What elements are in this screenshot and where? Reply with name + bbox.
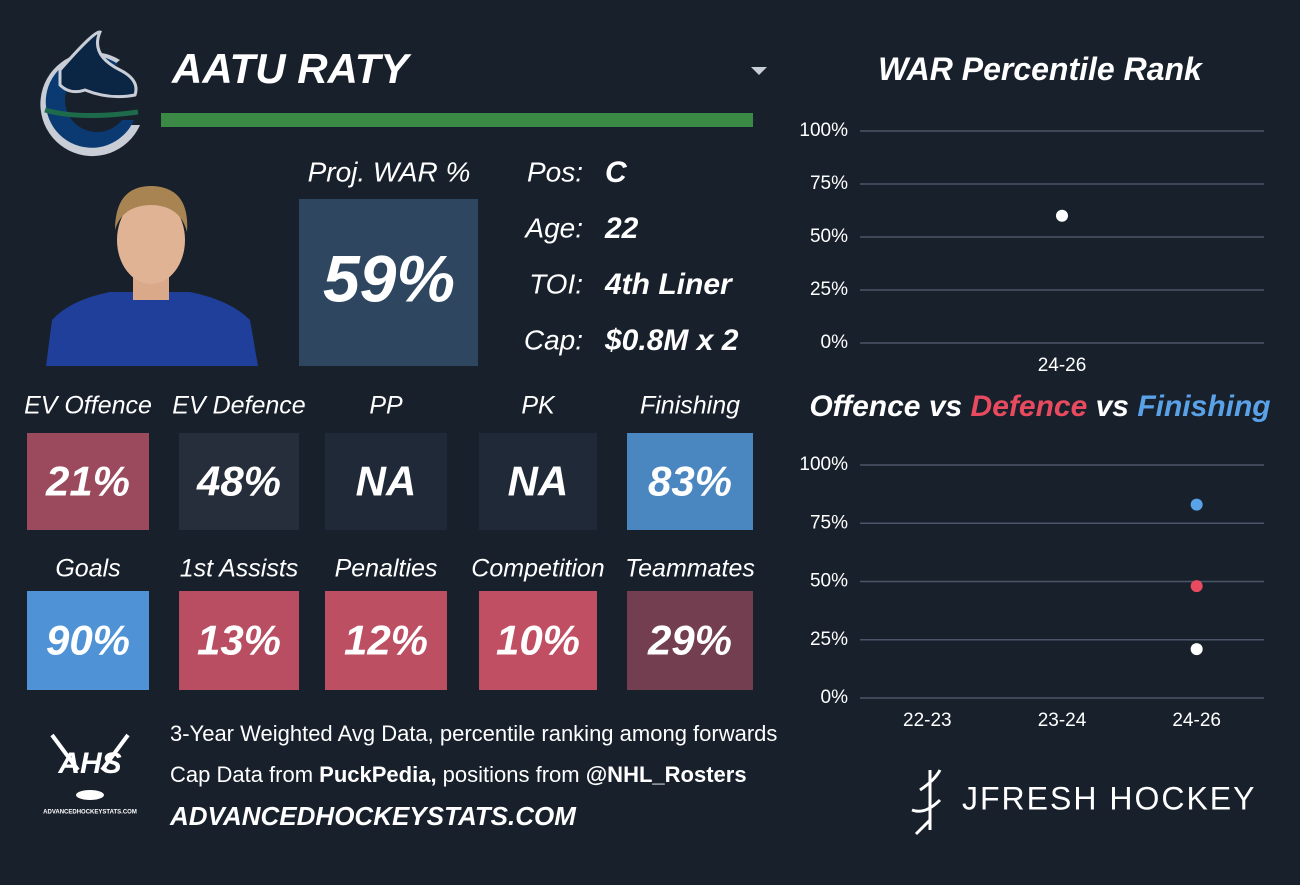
proj-war-box bbox=[299, 199, 478, 366]
ahs-logo: AHS ADVANCEDHOCKEYSTATS.COM bbox=[43, 733, 137, 816]
y-tick-label: 100% bbox=[799, 454, 848, 475]
data-point bbox=[1190, 643, 1203, 656]
title-part: WAR Percentile Rank bbox=[878, 51, 1204, 87]
stat-label: EV Offence bbox=[24, 392, 152, 420]
stat-value: 13% bbox=[197, 617, 281, 664]
ahs-url: ADVANCEDHOCKEYSTATS.COM bbox=[43, 810, 137, 816]
x-tick-label: 23-24 bbox=[1038, 710, 1087, 731]
bio-label: Pos: bbox=[527, 156, 583, 187]
title-part: vs bbox=[1087, 390, 1137, 423]
stat-tile bbox=[179, 591, 299, 690]
y-tick-label: 100% bbox=[799, 120, 848, 141]
stat-label: EV Defence bbox=[172, 392, 305, 420]
footer-line-2: Cap Data from PuckPedia, positions from … bbox=[170, 762, 747, 787]
data-point bbox=[1190, 580, 1203, 593]
x-tick-label: 22-23 bbox=[903, 710, 952, 731]
bio-value: 4th Liner bbox=[604, 268, 734, 301]
y-tick-label: 25% bbox=[810, 279, 848, 300]
bio-value: C bbox=[605, 156, 628, 189]
player-name: AATU RATY bbox=[171, 45, 412, 92]
stat-label: Competition bbox=[471, 555, 604, 583]
chart-title: Offence vs Defence vs Finishing bbox=[809, 390, 1270, 423]
bio-value: $0.8M x 2 bbox=[604, 324, 739, 357]
stat-label: Teammates bbox=[625, 555, 755, 583]
stat-value: 10% bbox=[496, 617, 580, 664]
stat-value: 12% bbox=[344, 617, 428, 664]
footer-part: positions from bbox=[437, 762, 586, 787]
stat-tile bbox=[325, 433, 447, 530]
stat-value: 48% bbox=[196, 458, 281, 505]
y-tick-label: 0% bbox=[821, 687, 849, 708]
stat-value: 83% bbox=[648, 458, 732, 505]
y-tick-label: 0% bbox=[821, 332, 849, 353]
brand: JFRESH HOCKEY bbox=[962, 780, 1256, 816]
footer-part: Cap Data from bbox=[170, 762, 319, 787]
accent-bar bbox=[161, 113, 753, 127]
proj-war-value: 59% bbox=[323, 241, 455, 315]
stat-value: 90% bbox=[46, 617, 130, 664]
y-tick-label: 50% bbox=[810, 571, 848, 592]
footer-line-1: 3-Year Weighted Avg Data, percentile ran… bbox=[170, 721, 777, 746]
stat-value: NA bbox=[356, 458, 417, 505]
y-tick-label: 50% bbox=[810, 226, 848, 247]
stat-tile bbox=[27, 433, 149, 530]
bio-label: Age: bbox=[523, 212, 583, 243]
stat-tile bbox=[325, 591, 447, 690]
proj-war-label: Proj. WAR % bbox=[308, 156, 471, 187]
y-tick-label: 75% bbox=[810, 173, 848, 194]
title-part: Finishing bbox=[1137, 390, 1270, 423]
x-tick-label: 24-26 bbox=[1038, 355, 1087, 376]
stat-tile bbox=[627, 591, 753, 690]
x-tick-label: 24-26 bbox=[1172, 710, 1221, 731]
bio-label: TOI: bbox=[529, 268, 583, 299]
title-part: Defence bbox=[971, 390, 1088, 423]
stat-tile bbox=[627, 433, 753, 530]
stat-label: Penalties bbox=[335, 555, 438, 583]
stat-value: NA bbox=[508, 458, 569, 505]
stat-value: 29% bbox=[647, 617, 732, 664]
stat-tile bbox=[479, 591, 597, 690]
footer-part: @NHL_Rosters bbox=[586, 762, 747, 787]
dropdown-arrow[interactable] bbox=[751, 67, 767, 75]
ahs-logo-text: AHS bbox=[57, 747, 121, 780]
data-point bbox=[1190, 498, 1203, 511]
title-part: vs bbox=[921, 390, 971, 423]
player-photo bbox=[46, 185, 258, 366]
stat-label: Goals bbox=[55, 555, 120, 583]
stat-label: 1st Assists bbox=[180, 555, 299, 583]
team-logo bbox=[40, 30, 140, 157]
y-tick-label: 25% bbox=[810, 629, 848, 650]
stat-value: 21% bbox=[45, 458, 130, 505]
chart-title: WAR Percentile Rank bbox=[878, 51, 1204, 87]
stat-label: PK bbox=[521, 392, 556, 420]
footer-line-3: ADVANCEDHOCKEYSTATS.COM bbox=[169, 801, 577, 831]
stat-label: Finishing bbox=[640, 392, 740, 420]
title-part: Offence bbox=[809, 390, 920, 423]
stat-tile bbox=[27, 591, 149, 690]
jfresh-logo bbox=[911, 769, 942, 836]
y-tick-label: 75% bbox=[810, 512, 848, 533]
data-point bbox=[1056, 209, 1068, 222]
bio-value: 22 bbox=[604, 212, 639, 245]
footer-part: PuckPedia, bbox=[319, 762, 436, 787]
stat-tile bbox=[179, 433, 299, 530]
stat-tile bbox=[479, 433, 597, 530]
bio-label: Cap: bbox=[524, 324, 583, 355]
stat-label: PP bbox=[369, 392, 403, 420]
